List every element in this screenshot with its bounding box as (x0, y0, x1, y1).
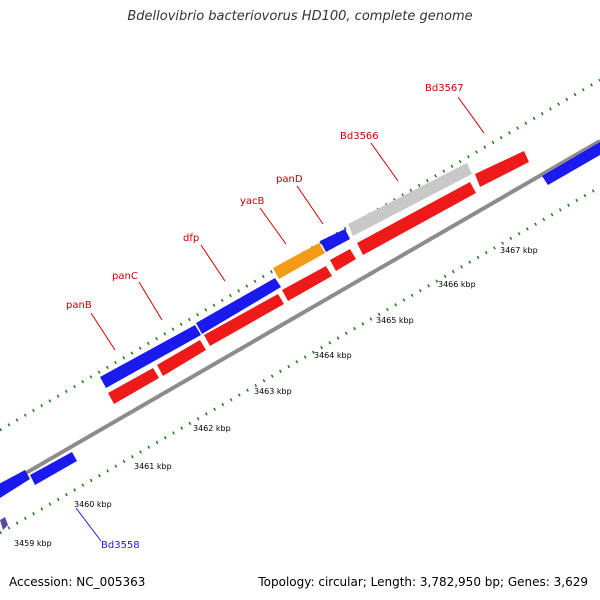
gene-dfp[interactable] (196, 278, 281, 334)
gene-red-1[interactable] (108, 368, 159, 404)
gene-bd3558-far[interactable] (0, 470, 30, 498)
gene-red-4[interactable] (282, 266, 332, 301)
gene-label-panb[interactable]: panB (66, 300, 92, 311)
panb-leader (90, 312, 116, 351)
dfp-leader (200, 244, 226, 282)
gene-label-panc[interactable]: panC (112, 271, 138, 282)
pand-leader (296, 185, 324, 225)
inner-tick-rail (0, 185, 600, 535)
gene-label-bd3558[interactable]: Bd3558 (101, 540, 140, 551)
kbp-label: 3462 kbp (193, 424, 231, 433)
gene-yacb[interactable] (273, 243, 325, 279)
gene-right-edge[interactable] (542, 142, 600, 185)
gene-red-6[interactable] (357, 182, 476, 255)
gene-label-dfp[interactable]: dfp (183, 233, 199, 244)
accession-label: Accession: NC_005363 (9, 575, 146, 589)
kbp-label: 3461 kbp (134, 462, 172, 471)
gene-red-2[interactable] (157, 340, 206, 376)
gene-fragment-left[interactable] (0, 517, 8, 530)
gene-red-3[interactable] (204, 294, 284, 346)
kbp-label: 3465 kbp (376, 316, 414, 325)
gene-label-pand[interactable]: panD (276, 174, 303, 185)
yacb-leader (259, 207, 287, 245)
gene-red-7[interactable] (475, 151, 529, 187)
bd3567-leader (457, 96, 485, 134)
kbp-label: 3467 kbp (500, 246, 538, 255)
gene-label-bd3567[interactable]: Bd3567 (425, 83, 464, 94)
bd3558-leader (75, 507, 102, 542)
gene-panb-panc[interactable] (100, 325, 201, 388)
map-title: Bdellovibrio bacteriovorus HD100, comple… (127, 9, 473, 24)
kbp-label: 3463 kbp (254, 387, 292, 396)
kbp-label: 3466 kbp (438, 280, 476, 289)
gene-bd3558[interactable] (30, 452, 77, 485)
kbp-label: 3460 kbp (74, 500, 112, 509)
genome-backbone (0, 139, 600, 490)
kbp-label: 3464 kbp (314, 351, 352, 360)
gene-bd3566[interactable] (348, 163, 472, 236)
bd3566-leader (370, 142, 399, 182)
genome-summary: Topology: circular; Length: 3,782,950 bp… (258, 575, 588, 589)
gene-pand[interactable] (320, 229, 350, 252)
panc-leader (138, 281, 163, 321)
gene-red-5[interactable] (330, 249, 356, 271)
gene-label-bd3566[interactable]: Bd3566 (340, 131, 379, 142)
gene-label-yacb[interactable]: yacB (240, 196, 265, 207)
kbp-label: 3459 kbp (14, 539, 52, 548)
